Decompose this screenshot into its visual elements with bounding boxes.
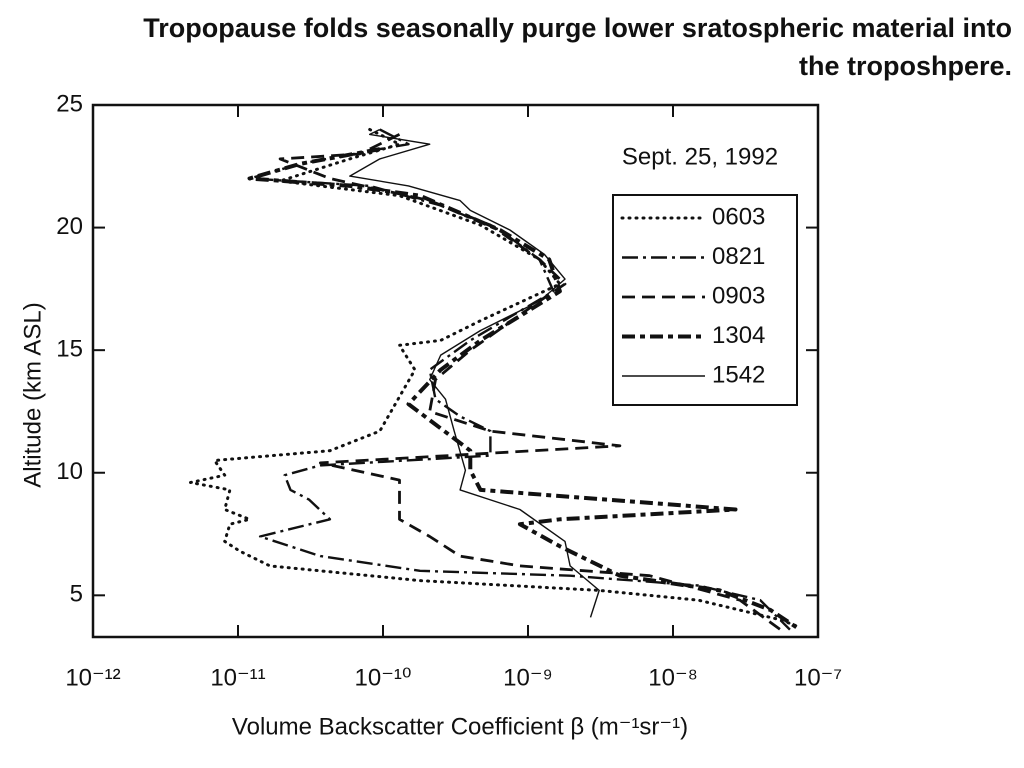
plot-frame bbox=[91, 103, 820, 639]
y-axis-label: Altitude (km ASL) bbox=[19, 302, 46, 487]
x-tick-label: 10⁻⁷ bbox=[794, 664, 842, 691]
x-tick-label: 10⁻¹⁰ bbox=[355, 664, 412, 691]
legend-label: 1304 bbox=[712, 322, 765, 349]
legend-label: 0603 bbox=[712, 203, 765, 230]
series-line bbox=[189, 128, 802, 629]
series-line bbox=[247, 147, 802, 632]
legend-label: 0903 bbox=[712, 282, 765, 309]
y-tick-label: 10 bbox=[56, 458, 83, 485]
chart-title: Tropopause folds seasonally purge lower … bbox=[143, 13, 1012, 43]
y-tick-label: 20 bbox=[56, 213, 83, 240]
x-tick-label: 10⁻¹¹ bbox=[210, 664, 265, 691]
y-tick-label: 15 bbox=[56, 336, 83, 363]
y-tick-label: 25 bbox=[56, 90, 83, 117]
annotation: Sept. 25, 1992 bbox=[622, 143, 778, 170]
x-tick-label: 10⁻⁸ bbox=[648, 664, 698, 691]
x-axis-label: Volume Backscatter Coefficient β (m⁻¹sr⁻… bbox=[232, 713, 688, 740]
series-line bbox=[248, 128, 791, 631]
legend-label: 1542 bbox=[712, 361, 765, 388]
legend-box bbox=[612, 194, 798, 406]
x-tick-label: 10⁻¹² bbox=[65, 664, 120, 691]
series-line bbox=[349, 128, 600, 618]
y-tick-label: 5 bbox=[70, 581, 83, 608]
legend-label: 0821 bbox=[712, 243, 765, 270]
x-tick-label: 10⁻⁹ bbox=[503, 664, 553, 691]
chart-title: the troposhpere. bbox=[799, 51, 1012, 81]
